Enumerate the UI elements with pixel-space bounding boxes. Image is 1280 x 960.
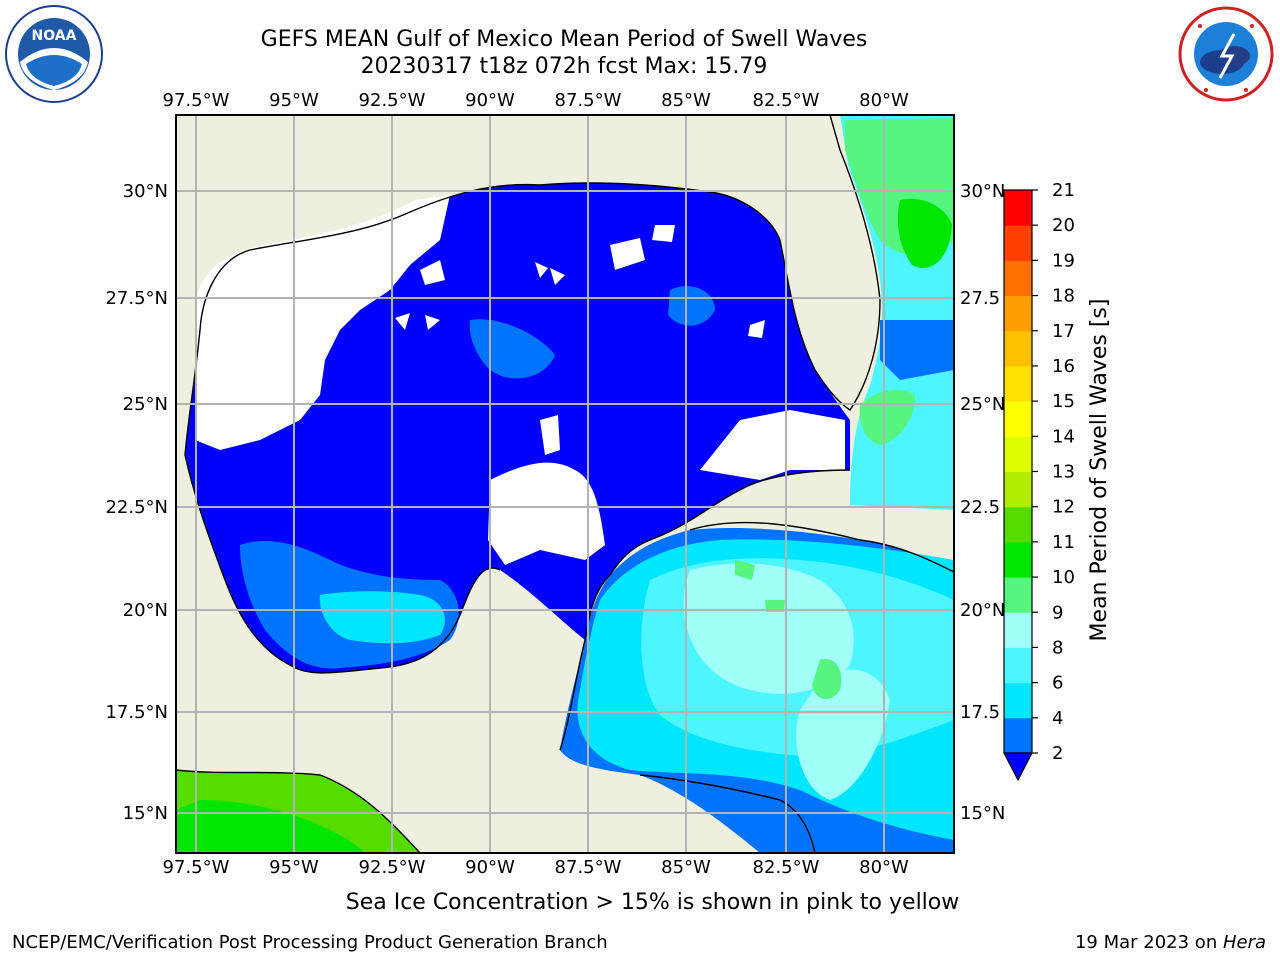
colorbar-tick-label: 13 [1052,462,1075,483]
colorbar-label: Mean Period of Swell Waves [s] [1087,299,1112,642]
lat-label: 20°N [123,600,168,621]
lon-label: 85°W [661,857,711,878]
sea-ice-caption: Sea Ice Concentration > 15% is shown in … [345,890,960,915]
colorbar-tick-label: 20 [1052,215,1075,236]
colorbar-tick-label: 18 [1052,286,1075,307]
colorbar-segment [1004,577,1032,613]
lat-label: 30°N [123,181,168,202]
colorbar-extend-arrow [1003,752,1033,782]
footer-date-text: 19 Mar 2023 on [1074,932,1223,953]
no-data-north-gulf [195,195,450,450]
chart-subtitle: 20230317 t18z 072h fcst Max: 15.79 [360,54,768,79]
no-data-straits [700,410,845,480]
lon-label: 95°W [269,857,319,878]
chart-title: GEFS MEAN Gulf of Mexico Mean Period of … [260,27,868,52]
colorbar-tick-label: 21 [1052,180,1075,201]
footer-date: 19 Mar 2023 on Hera [1075,932,1266,953]
footer-host: Hera [1222,932,1266,953]
lon-label: 85°W [661,90,711,111]
colorbar-segment [1004,295,1032,332]
lat-label: 27.5°N [105,288,168,309]
colorbar-segment [1004,506,1032,543]
colorbar-ticks: 2 4 6 8 9 10 11 12 13 14 15 16 17 18 19 20 21 [1032,180,1075,764]
colorbar-tick-label: 14 [1052,426,1075,447]
lon-label: 82.5°W [753,857,820,878]
lat-label: 27.5 [960,288,1000,309]
map-frame [175,114,955,854]
lon-label: 87.5°W [555,857,622,878]
lat-label: 25°N [123,394,168,415]
lon-label: 92.5°W [359,90,426,111]
colorbar-segment [1004,190,1032,226]
colorbar-tick-label: 15 [1052,391,1075,412]
lon-label: 80°W [859,90,909,111]
lat-label: 22.5°N [105,497,168,518]
colorbar-tick-label: 16 [1052,356,1075,377]
lon-label: 92.5°W [359,857,426,878]
lon-labels-top: 97.5°W 95°W 92.5°W 90°W 87.5°W 85°W 82.5… [163,90,909,111]
colorbar-tick-label: 10 [1052,567,1075,588]
noaa-logo: NOAA [5,5,103,103]
colorbar-segment [1004,682,1032,719]
colorbar-tick-label: 19 [1052,250,1075,271]
lat-label: 15°N [960,803,1005,824]
swell-band-4-6s-west [319,591,445,644]
nws-logo [1178,6,1274,102]
lat-labels-right: 30°N 27.5 25°N 22.5 20°N 17.5 15°N [960,181,1005,824]
lon-label: 90°W [465,90,515,111]
footer-producer: NCEP/EMC/Verification Post Processing Pr… [12,932,608,953]
lat-label: 17.5 [960,702,1000,723]
bahamas-swell-blue [880,320,954,380]
lon-label: 97.5°W [163,857,230,878]
lon-label: 97.5°W [163,90,230,111]
lat-labels-left: 30°N 27.5°N 25°N 22.5°N 20°N 17.5°N 15°N [105,181,168,824]
lat-label: 30°N [960,181,1005,202]
lat-label: 25°N [960,394,1005,415]
svg-text:NOAA: NOAA [32,28,77,44]
lat-label: 15°N [123,803,168,824]
colorbar-segment [1004,260,1032,297]
lon-label: 95°W [269,90,319,111]
colorbar-segment [1004,330,1032,367]
colorbar-segment [1004,541,1032,578]
coastline [176,115,954,853]
lon-label: 87.5°W [555,90,622,111]
colorbar-tick-label: 17 [1052,321,1075,342]
colorbar-segment [1004,647,1032,684]
colorbar-segment [1004,717,1032,754]
lon-label: 82.5°W [753,90,820,111]
colorbar-tick-label: 12 [1052,497,1075,518]
colorbar-tick-label: 11 [1052,532,1075,553]
swell-band-2-4s-central [469,286,715,379]
colorbar-segment [1004,365,1032,402]
lon-label: 80°W [859,857,909,878]
colorbar-segment [1004,401,1032,437]
colorbar-tick-label: 2 [1052,743,1063,764]
no-data-campeche [488,462,605,565]
lat-label: 22.5 [960,497,1000,518]
lon-labels-bottom: 97.5°W 95°W 92.5°W 90°W 87.5°W 85°W 82.5… [163,857,909,878]
lat-label: 17.5°N [105,702,168,723]
colorbar-tick-label: 8 [1052,637,1063,658]
colorbar-segment [1004,612,1032,648]
graticule [176,115,954,853]
colorbar-segment [1004,471,1032,508]
colorbar-tick-label: 6 [1052,673,1063,694]
colorbar-tick-label: 4 [1052,708,1063,729]
colorbar [1003,189,1033,754]
lon-label: 90°W [465,857,515,878]
colorbar-segment [1004,436,1032,472]
swell-band-9-10s-caribbean [735,560,842,700]
atlantic-swell-10-11s [897,198,952,269]
colorbar-tick-label: 9 [1052,602,1063,623]
lat-label: 20°N [960,600,1005,621]
colorbar-segment [1004,225,1032,261]
